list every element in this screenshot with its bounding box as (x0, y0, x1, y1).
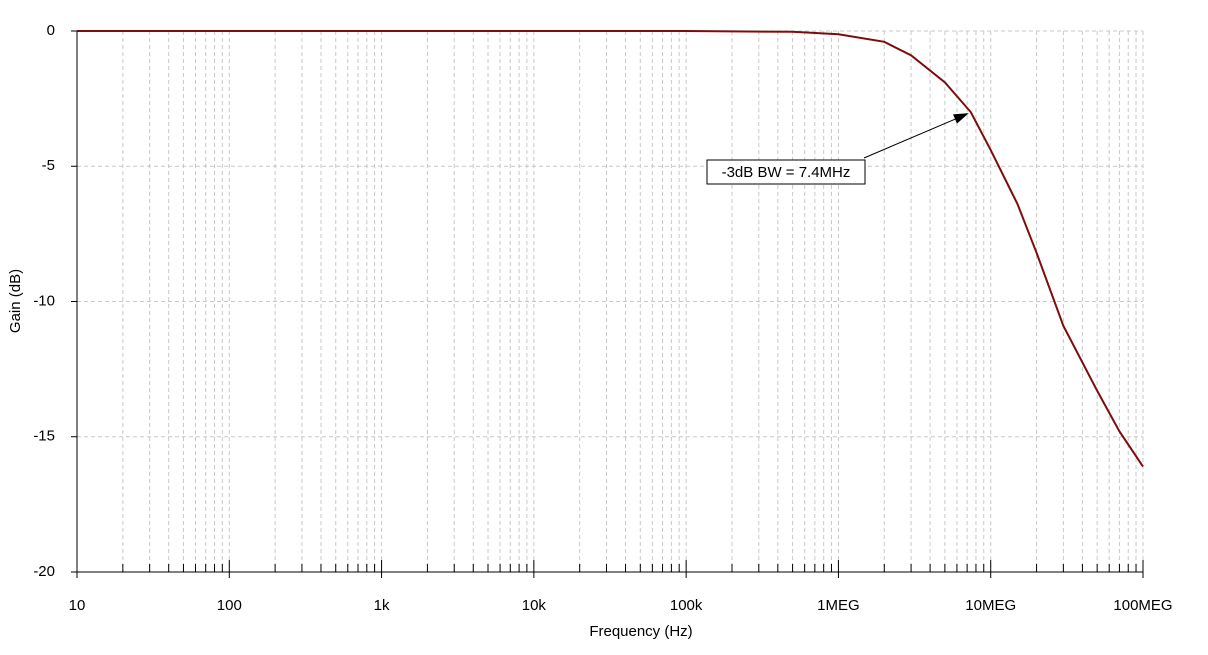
x-tick-label: 100MEG (1113, 597, 1172, 614)
annotation-box (706, 159, 866, 185)
x-tick-label: 10 (69, 597, 86, 614)
y-tick-label: -5 (42, 157, 55, 174)
y-axis-label: Gain (dB) (7, 269, 24, 333)
y-tick-label: -10 (33, 292, 55, 309)
x-tick-label: 100k (670, 597, 703, 614)
y-tick-label: -20 (33, 563, 55, 580)
x-tick-label: 10MEG (965, 597, 1016, 614)
y-tick-label: -15 (33, 428, 55, 445)
x-tick-label: 1MEG (817, 597, 860, 614)
y-tick-label: 0 (47, 22, 55, 39)
x-tick-label: 100 (217, 597, 242, 614)
data-line (77, 30, 1144, 468)
annotation-arrow (863, 113, 967, 159)
annotation-text: -3dB BW = 7.4MHz (722, 164, 851, 181)
x-tick-label: 10k (522, 597, 547, 614)
x-axis-label: Frequency (Hz) (589, 623, 692, 640)
x-tick-label: 1k (374, 597, 390, 614)
annotation-arrowhead (953, 113, 969, 124)
